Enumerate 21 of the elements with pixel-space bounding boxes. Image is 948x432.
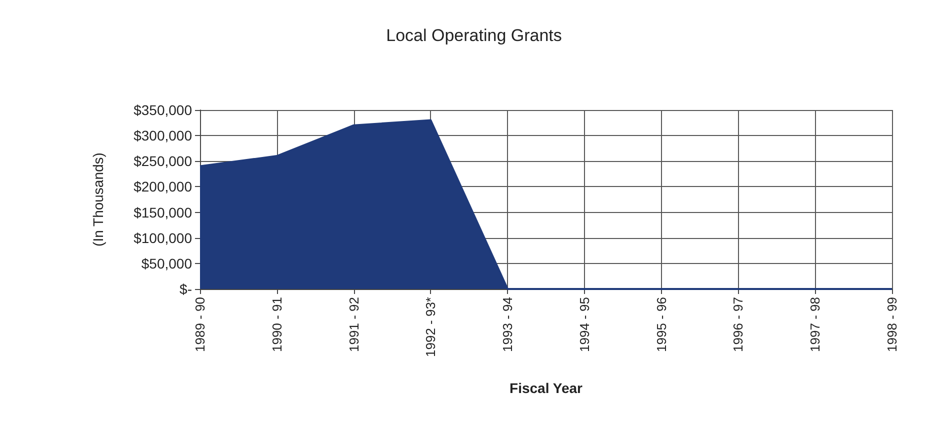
x-tick-label: 1994 - 95 [576, 297, 592, 352]
y-tick-label: $250,000 [134, 153, 192, 170]
y-tick-label: $200,000 [134, 178, 192, 195]
x-tick-label: 1998 - 99 [884, 297, 900, 352]
x-tick-label: 1997 - 98 [808, 297, 823, 352]
y-tick-label: $300,000 [134, 128, 192, 144]
x-axis-title: Fiscal Year [510, 380, 584, 396]
x-tick-label: 1995 - 96 [654, 297, 669, 352]
y-axis-title: (In Thousands) [90, 152, 106, 246]
x-tick-label: 1990 - 91 [269, 297, 284, 352]
x-tick-label: 1989 - 90 [192, 297, 208, 352]
x-tick-label: 1996 - 97 [730, 297, 746, 352]
y-tick-label: $350,000 [134, 102, 192, 118]
x-tick-label: 1993 - 94 [500, 297, 516, 352]
y-tick-label: $50,000 [141, 255, 192, 272]
chart-title: Local Operating Grants [386, 26, 562, 45]
y-tick-label: $150,000 [134, 204, 192, 220]
x-tick-label: 1991 - 92 [346, 297, 362, 352]
x-tick-label: 1992 - 93* [423, 297, 438, 357]
y-tick-label: $100,000 [134, 230, 192, 246]
y-tick-label: $- [180, 281, 192, 297]
